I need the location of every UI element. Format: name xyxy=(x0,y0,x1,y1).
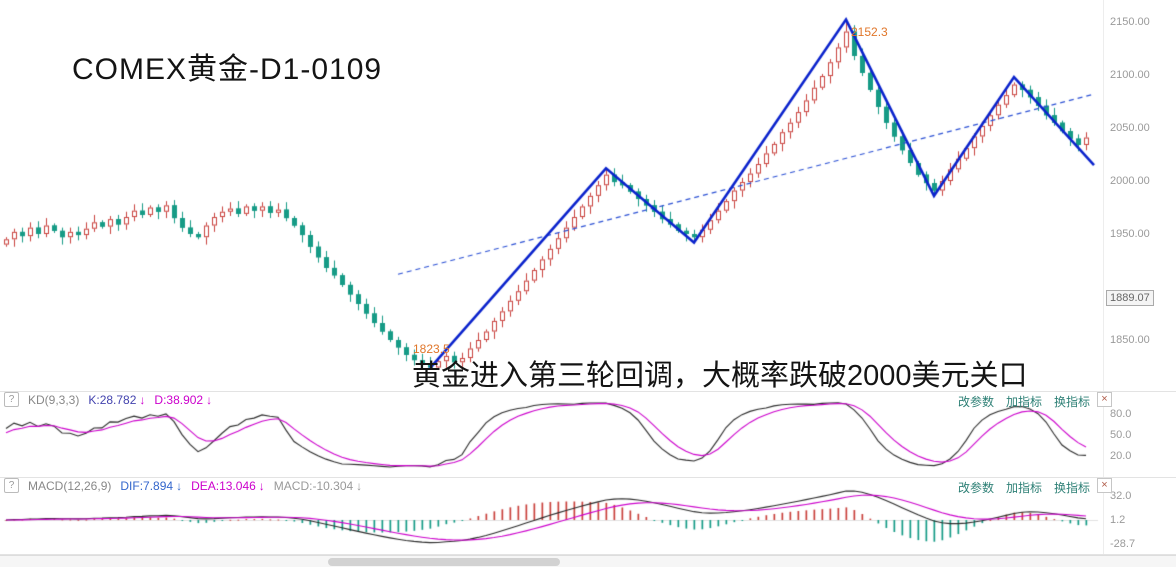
macd-panel-divider xyxy=(0,477,1176,478)
chart-title: COMEX黄金-D1-0109 xyxy=(72,53,383,86)
kd-d-value: D:38.902 xyxy=(154,392,204,407)
y-axis-label: 2000.00 xyxy=(1110,175,1150,187)
kd-k-value: K:28.782 xyxy=(88,392,137,407)
y-axis-label: 1950.00 xyxy=(1110,228,1150,240)
macd-dea-value: DEA:13.046 xyxy=(191,478,256,493)
kd-axis-label: 20.0 xyxy=(1110,450,1132,462)
macd-hist-value: MACD:-10.304 xyxy=(273,478,354,493)
analysis-caption: 黄金进入第三轮回调，大概率跌破2000美元关口 xyxy=(412,360,1028,392)
macd-panel-links: 改参数 加指标 换指标 xyxy=(958,479,1090,496)
kd-indicator-name: KD(9,3,3) xyxy=(28,392,80,407)
y-axis-label: 2100.00 xyxy=(1110,69,1150,81)
bottom-divider xyxy=(0,554,1176,555)
help-icon[interactable]: ? xyxy=(4,478,19,493)
kd-close-button[interactable]: × xyxy=(1097,392,1112,407)
kd-axis-label: 50.0 xyxy=(1110,429,1132,441)
down-arrow-icon: ↓ xyxy=(258,478,265,493)
down-arrow-icon: ↓ xyxy=(206,392,213,407)
down-arrow-icon: ↓ xyxy=(356,478,363,493)
macd-dif-value: DIF:7.894 xyxy=(120,478,174,493)
y-axis-label: 1850.00 xyxy=(1110,334,1150,346)
macd-panel-header: ? MACD(12,26,9) DIF:7.894 ↓ DEA:13.046 ↓… xyxy=(4,478,362,493)
peak-price-annotation: 2152.3 xyxy=(851,25,888,39)
down-arrow-icon: ↓ xyxy=(139,392,146,407)
help-icon[interactable]: ? xyxy=(4,392,19,407)
kd-axis-label: 80.0 xyxy=(1110,408,1132,420)
horizontal-scrollbar[interactable] xyxy=(0,555,1176,567)
change-params-button[interactable]: 改参数 xyxy=(958,481,995,495)
macd-close-button[interactable]: × xyxy=(1097,478,1112,493)
down-arrow-icon: ↓ xyxy=(176,478,183,493)
y-axis-label: 2050.00 xyxy=(1110,122,1150,134)
y-axis-label: 2150.00 xyxy=(1110,16,1150,28)
switch-indicator-button[interactable]: 换指标 xyxy=(1054,395,1091,409)
add-indicator-button[interactable]: 加指标 xyxy=(1006,481,1043,495)
macd-indicator-name: MACD(12,26,9) xyxy=(28,478,112,493)
add-indicator-button[interactable]: 加指标 xyxy=(1006,395,1043,409)
macd-axis-label: 32.0 xyxy=(1110,490,1132,502)
macd-axis-label: -28.7 xyxy=(1110,538,1136,550)
trough-price-annotation: 1823.5 xyxy=(413,342,450,356)
kd-panel-header: ? KD(9,3,3) K:28.782 ↓ D:38.902 ↓ xyxy=(4,392,212,407)
macd-axis-label: 1.2 xyxy=(1110,514,1126,526)
marked-price-tag: 1889.07 xyxy=(1106,290,1154,306)
kd-panel-links: 改参数 加指标 换指标 xyxy=(958,393,1090,410)
change-params-button[interactable]: 改参数 xyxy=(958,395,995,409)
switch-indicator-button[interactable]: 换指标 xyxy=(1054,481,1091,495)
scrollbar-thumb[interactable] xyxy=(328,558,560,566)
kd-panel-divider xyxy=(0,391,1176,392)
